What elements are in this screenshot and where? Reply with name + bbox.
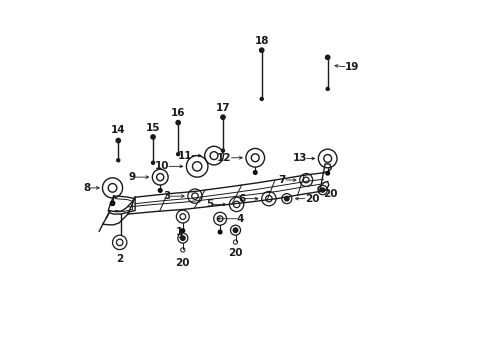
Circle shape [176, 121, 180, 125]
Text: 19: 19 [344, 62, 359, 72]
Circle shape [325, 171, 329, 175]
Circle shape [117, 159, 120, 162]
Circle shape [116, 138, 120, 143]
Text: 13: 13 [292, 153, 306, 163]
Text: 5: 5 [205, 199, 213, 210]
Circle shape [151, 135, 155, 139]
Text: 11: 11 [177, 150, 192, 161]
Text: 1: 1 [175, 227, 183, 237]
Text: 18: 18 [254, 36, 268, 45]
Circle shape [325, 87, 328, 90]
Circle shape [259, 48, 264, 52]
Text: 10: 10 [154, 161, 169, 171]
Text: 20: 20 [228, 248, 242, 258]
Text: 17: 17 [215, 103, 230, 113]
Text: 9: 9 [128, 172, 135, 182]
Circle shape [325, 55, 329, 59]
Circle shape [181, 229, 184, 232]
Circle shape [284, 197, 288, 201]
Text: 8: 8 [83, 183, 91, 193]
Circle shape [260, 98, 263, 100]
Text: 12: 12 [217, 153, 231, 163]
Circle shape [221, 115, 224, 120]
Circle shape [158, 189, 162, 192]
Text: 2: 2 [116, 253, 123, 264]
Text: 7: 7 [278, 175, 285, 185]
Circle shape [110, 201, 115, 206]
Text: 20: 20 [304, 194, 319, 204]
Text: 14: 14 [111, 125, 125, 135]
Circle shape [233, 228, 237, 233]
Text: 1: 1 [176, 231, 183, 240]
Text: 3: 3 [163, 191, 171, 201]
Text: 20: 20 [322, 189, 337, 199]
Circle shape [151, 161, 154, 164]
Circle shape [221, 149, 224, 152]
Circle shape [176, 153, 179, 156]
Circle shape [180, 236, 184, 240]
Text: 15: 15 [145, 123, 160, 133]
Circle shape [253, 171, 257, 174]
Text: 16: 16 [171, 108, 185, 118]
Text: 20: 20 [175, 258, 190, 268]
Text: 6: 6 [238, 194, 245, 204]
Circle shape [320, 188, 324, 192]
Circle shape [218, 230, 222, 234]
Text: 4: 4 [236, 214, 244, 224]
